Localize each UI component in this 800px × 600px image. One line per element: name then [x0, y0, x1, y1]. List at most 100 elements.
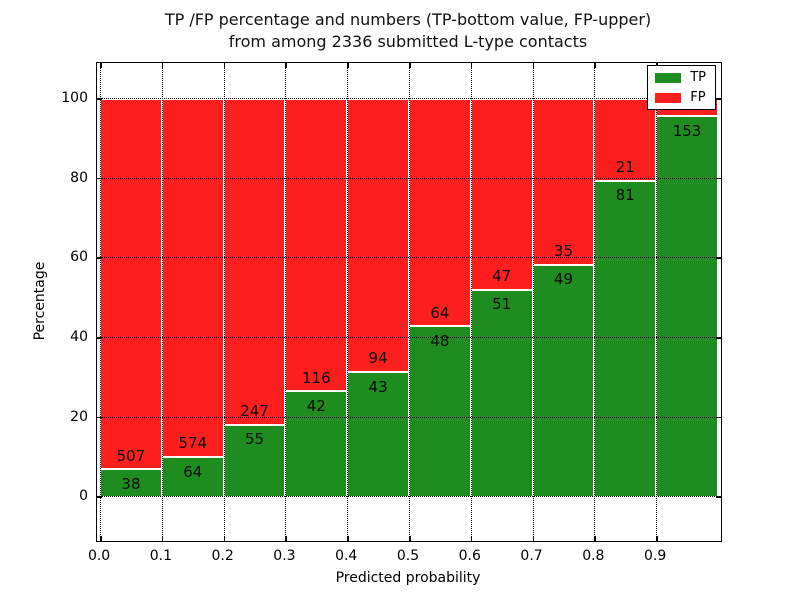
tick-mark — [100, 536, 102, 541]
gridline-x — [594, 63, 596, 541]
tick-mark — [594, 536, 596, 541]
x-tick-label: 0.2 — [211, 548, 234, 564]
tick-mark — [223, 63, 226, 68]
tick-mark — [97, 98, 102, 100]
tick-mark — [97, 177, 102, 180]
legend-label: FP — [690, 90, 706, 105]
bar-value-label-tp: 48 — [430, 331, 450, 350]
x-tick-label: 0.1 — [149, 548, 172, 564]
tick-mark — [716, 177, 721, 180]
y-tick-label: 20 — [70, 408, 88, 425]
bar-segment-tp — [594, 180, 657, 498]
bar-value-label-tp: 51 — [492, 295, 512, 314]
bar-value-label-tp: 64 — [183, 462, 203, 481]
bar-value-label-fp: 116 — [301, 368, 331, 387]
tick-mark — [716, 257, 721, 259]
x-tick-label: 0.6 — [458, 548, 481, 564]
tick-mark — [100, 63, 102, 68]
chart-title-line2: from among 2336 submitted L-type contact… — [228, 32, 588, 51]
x-tick-label: 0.7 — [520, 548, 543, 564]
bar-segment-tp — [409, 326, 471, 498]
bar-segment-tp — [532, 264, 595, 498]
tick-mark — [594, 63, 596, 68]
gridline-x — [285, 63, 287, 541]
chart-title-line1: TP /FP percentage and numbers (TP-bottom… — [164, 10, 652, 29]
gridline-y — [97, 416, 721, 418]
tick-mark — [716, 416, 721, 419]
tick-mark — [656, 536, 658, 541]
tick-mark — [716, 337, 721, 339]
bar-segment-tp — [470, 289, 533, 498]
y-tick-label: 100 — [61, 89, 88, 106]
tick-mark — [347, 63, 349, 68]
y-tick-label: 40 — [70, 328, 88, 345]
tick-mark — [161, 63, 164, 68]
tick-mark — [716, 496, 721, 498]
tick-mark — [223, 536, 226, 541]
bar-value-label-tp: 38 — [121, 474, 141, 493]
gridline-x — [347, 63, 349, 541]
bar-value-label-fp: 507 — [116, 446, 146, 465]
bar-value-label-fp: 35 — [553, 242, 573, 261]
gridline-x — [100, 63, 102, 541]
bar-value-label-fp: 94 — [368, 349, 388, 368]
tick-mark — [470, 536, 473, 541]
gridline-x — [470, 63, 472, 541]
legend-entry: FP — [655, 91, 706, 104]
bar-segment-fp — [100, 98, 162, 470]
gridline-x — [656, 63, 658, 541]
tick-mark — [470, 63, 473, 68]
gridline-x — [532, 63, 534, 541]
bar-value-label-fp: 247 — [240, 401, 269, 420]
legend-swatch-fp — [655, 92, 682, 103]
bar-segment-fp — [470, 98, 533, 290]
gridline-x — [223, 63, 225, 541]
tick-mark — [532, 63, 535, 68]
x-tick-label: 0.4 — [335, 548, 358, 564]
tick-mark — [409, 63, 411, 68]
bar-value-label-fp: 64 — [430, 303, 450, 322]
bar-segment-fp — [285, 98, 348, 392]
tick-mark — [409, 536, 411, 541]
legend: TP FP — [647, 65, 716, 110]
bar-segment-fp — [223, 98, 286, 425]
plot-area: 507 38 574 64 247 55 116 42 94 43 64 48 47 51 35 49 21 81… — [96, 62, 722, 542]
bar-value-label-tp: 55 — [244, 430, 265, 449]
tick-mark — [716, 98, 721, 100]
bar-value-label-tp: 43 — [368, 377, 388, 396]
tick-mark — [97, 257, 102, 259]
bar-value-label-fp: 21 — [615, 158, 635, 177]
x-tick-label: 0.5 — [396, 548, 420, 564]
bar-segment-fp — [347, 98, 409, 373]
bar-value-label-tp: 42 — [306, 396, 326, 415]
gridline-y — [97, 496, 721, 498]
y-tick-label: 60 — [70, 249, 88, 266]
bar-value-label-tp: 81 — [615, 186, 635, 205]
tick-mark — [532, 536, 535, 541]
tick-mark — [161, 536, 164, 541]
y-tick-label: 0 — [79, 488, 88, 505]
bar-segment-fp — [409, 98, 471, 327]
gridline-y — [97, 177, 721, 179]
bar-value-label-fp: 47 — [492, 267, 512, 286]
tick-mark — [97, 337, 102, 339]
x-axis-label: Predicted probability — [335, 570, 481, 586]
x-tick-label: 0.3 — [273, 548, 296, 564]
gridline-y — [97, 257, 721, 259]
bar-segment-tp — [656, 116, 718, 498]
legend-entry: TP — [655, 71, 706, 84]
gridline-y — [97, 97, 721, 99]
bar-segment-fp — [532, 98, 595, 265]
legend-swatch-tp — [655, 72, 682, 83]
x-tick-label: 0.0 — [87, 548, 111, 564]
x-tick-label: 0.9 — [643, 548, 667, 564]
bar-value-label-tp: 153 — [672, 121, 702, 140]
gridline-y — [97, 336, 721, 338]
tick-mark — [285, 536, 287, 541]
tick-mark — [97, 496, 102, 498]
tick-mark — [285, 63, 287, 68]
bar-value-label-tp: 49 — [553, 270, 573, 289]
y-tick-label: 80 — [70, 169, 88, 186]
gridline-x — [409, 63, 410, 541]
